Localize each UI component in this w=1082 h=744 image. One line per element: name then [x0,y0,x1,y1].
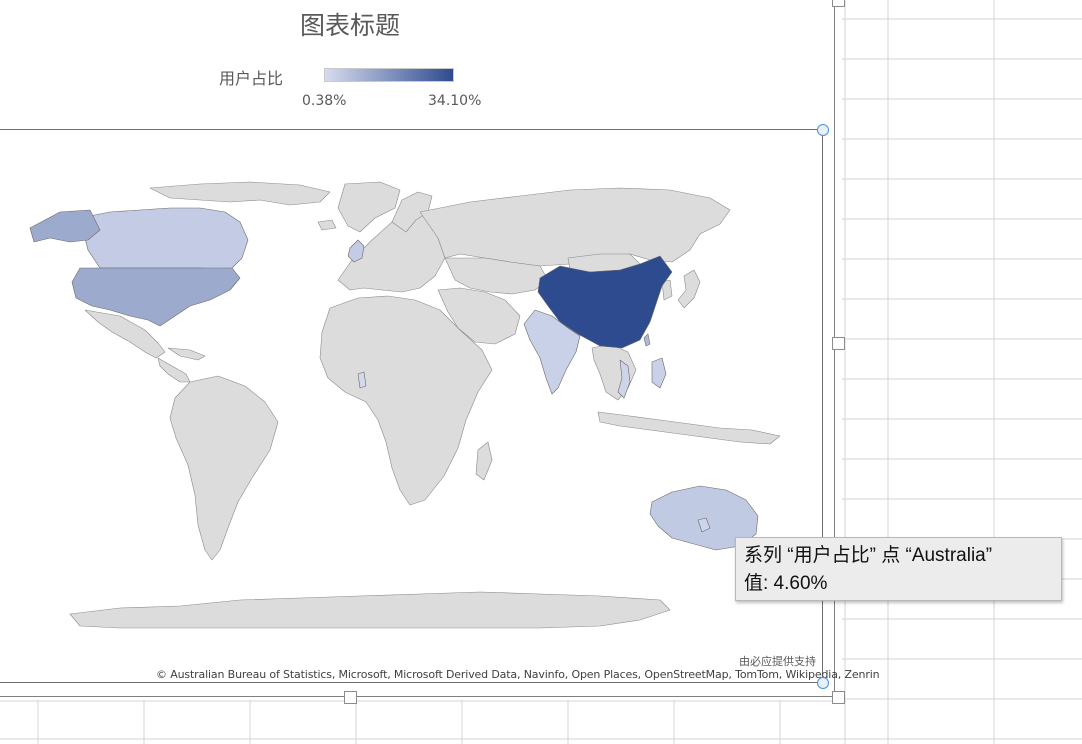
map-region-ghana [357,371,367,389]
map-region-vietnam [617,359,631,399]
map-region-canada [79,207,249,271]
arctic-islands-region [149,181,331,206]
map-region-united-kingdom [347,239,365,263]
resize-handle-bottom-right[interactable] [817,677,829,689]
southeast-asia-region [591,343,637,401]
legend-color-scale [324,68,454,82]
legend-series-name: 用户占比 [219,69,284,88]
map-region-india [523,309,581,395]
antarctica-region [69,591,671,629]
chart-resize-handle-top-right[interactable] [832,0,845,7]
japan-region [677,269,701,309]
korea-region [661,279,673,301]
tooltip-series-point: 系列 “用户占比” 点 “Australia” [744,545,993,566]
spreadsheet-grid-bottom [0,700,842,744]
legend-min-label: 0.38% [302,93,347,109]
plot-area-frame[interactable] [0,129,823,683]
middle-east-region [437,287,521,345]
madagascar-region [475,441,493,481]
africa-region [319,295,493,506]
map-region-alaska [29,209,101,243]
legend-max-label: 34.10% [428,93,482,109]
iceland-region [317,219,337,231]
map-region-philippines [651,357,667,389]
map-provider-credit: 由必应提供支持 [739,655,816,668]
south-america-region [169,375,279,561]
greenland-region [337,181,401,233]
spreadsheet-grid-right [842,0,1082,744]
map-region-taiwan [643,333,651,347]
mexico-region [84,309,166,359]
tooltip-value: 值: 4.60% [744,573,828,594]
central-asia-region [444,257,549,295]
map-region-new-zealand [697,517,711,533]
chart-resize-handle-right[interactable] [832,337,845,350]
data-point-tooltip: 系列 “用户占比” 点 “Australia” 值: 4.60% [735,537,1062,601]
russia-region [419,187,731,267]
chart-resize-handle-corner[interactable] [832,691,845,704]
map-data-attribution: © Australian Bureau of Statistics, Micro… [156,668,880,681]
world-map[interactable] [0,130,822,650]
chart-title[interactable]: 图表标题 [299,11,400,40]
caribbean-region [167,347,206,361]
chart-resize-handle-bottom[interactable] [344,691,357,704]
scandinavia-region [391,191,433,233]
indonesia-region [597,411,781,445]
resize-handle-top-right[interactable] [817,124,829,136]
map-region-china [537,255,673,349]
central-america-region [157,357,191,383]
map-region-united-states [71,267,241,327]
